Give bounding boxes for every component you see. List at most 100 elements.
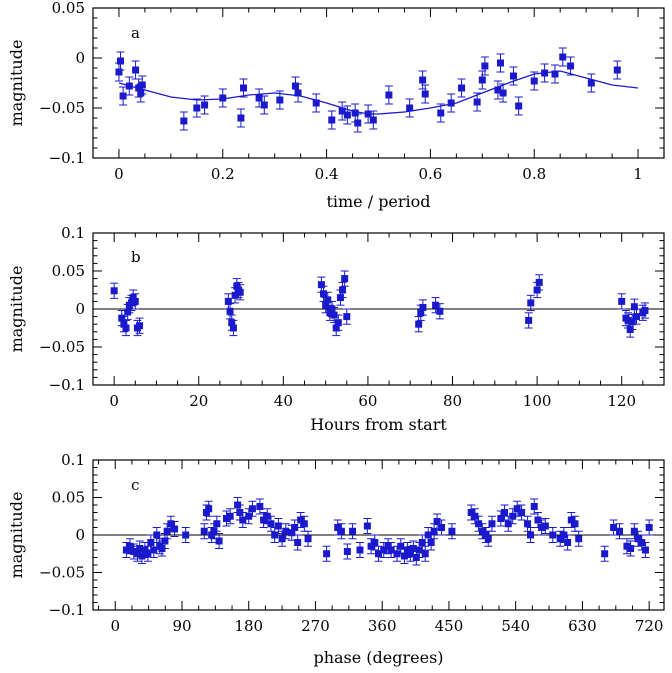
data-point xyxy=(530,503,538,510)
x-axis-label: time / period xyxy=(326,192,430,211)
panel-label: b xyxy=(131,248,141,266)
y-tick-label: 0.05 xyxy=(52,489,85,507)
data-point xyxy=(200,527,208,535)
y-tick-label: −0.05 xyxy=(39,338,85,356)
data-point xyxy=(271,531,279,539)
data-point xyxy=(556,535,564,543)
data-point xyxy=(571,520,579,528)
y-tick-label: 0.1 xyxy=(61,451,85,469)
data-point xyxy=(351,109,359,117)
data-point xyxy=(343,313,351,321)
data-point xyxy=(282,527,290,535)
data-point xyxy=(406,550,414,558)
data-point xyxy=(518,509,526,516)
data-point xyxy=(328,305,336,313)
data-point xyxy=(180,117,188,125)
data-point xyxy=(354,119,362,127)
y-tick-label: 0.05 xyxy=(52,0,85,17)
data-point xyxy=(513,505,521,513)
data-point xyxy=(623,542,631,550)
data-point xyxy=(387,546,395,554)
data-point xyxy=(364,110,372,118)
data-point xyxy=(448,527,456,535)
data-point xyxy=(497,515,505,522)
data-point xyxy=(421,550,429,558)
data-point xyxy=(438,524,446,531)
data-point xyxy=(332,324,340,332)
data-point xyxy=(509,512,517,520)
data-point xyxy=(418,539,426,546)
data-point xyxy=(504,520,512,528)
data-point xyxy=(406,104,414,112)
data-point xyxy=(138,81,146,89)
x-axis-label: Hours from start xyxy=(310,415,447,434)
data-point xyxy=(641,307,649,315)
data-point xyxy=(403,546,411,554)
data-point xyxy=(641,546,649,554)
x-tick-label: 0 xyxy=(109,392,119,410)
data-point xyxy=(260,516,268,524)
data-point xyxy=(501,509,509,516)
data-point xyxy=(509,72,517,80)
x-tick-label: 360 xyxy=(368,617,397,635)
data-point xyxy=(367,542,375,550)
data-point xyxy=(267,520,275,528)
y-axis-label: magnitude xyxy=(7,266,26,353)
data-point xyxy=(567,62,575,70)
x-axis-label: phase (degrees) xyxy=(313,648,443,667)
data-point xyxy=(527,531,535,539)
data-point xyxy=(124,308,132,316)
data-point xyxy=(551,70,559,78)
data-point xyxy=(141,546,149,554)
data-point xyxy=(317,281,325,289)
data-point xyxy=(559,53,567,61)
data-point xyxy=(118,314,126,322)
x-tick-label: 90 xyxy=(172,617,191,635)
data-point xyxy=(115,68,123,76)
data-point xyxy=(478,76,486,84)
data-point xyxy=(126,542,134,550)
data-point xyxy=(222,515,230,522)
data-point xyxy=(541,69,549,77)
data-point xyxy=(343,111,351,119)
data-point xyxy=(601,550,609,558)
data-point xyxy=(633,313,641,321)
data-point xyxy=(144,550,152,558)
panel-label: c xyxy=(131,476,139,494)
x-tick-label: 20 xyxy=(189,392,208,410)
data-point xyxy=(610,524,618,531)
data-point xyxy=(328,116,336,124)
data-point xyxy=(161,537,169,545)
data-point xyxy=(524,520,532,528)
data-point xyxy=(397,542,405,550)
x-tick-label: 120 xyxy=(607,392,636,410)
data-point xyxy=(182,531,190,539)
data-point xyxy=(215,537,223,545)
data-point xyxy=(538,524,546,531)
data-point xyxy=(138,552,146,560)
data-point xyxy=(136,322,144,330)
data-point xyxy=(129,294,137,302)
data-point xyxy=(274,522,282,530)
x-tick-label: 40 xyxy=(274,392,293,410)
data-point xyxy=(587,79,595,87)
data-point xyxy=(240,84,248,92)
data-point xyxy=(122,546,130,554)
data-point xyxy=(276,96,284,104)
data-point xyxy=(369,116,377,124)
data-point xyxy=(122,324,130,332)
x-tick-label: 0.8 xyxy=(522,165,546,183)
data-point xyxy=(494,86,502,94)
data-point xyxy=(233,282,241,290)
data-point xyxy=(535,278,543,286)
data-point xyxy=(205,505,213,513)
data-point xyxy=(371,539,379,546)
data-point xyxy=(338,107,346,115)
x-tick-label: 270 xyxy=(301,617,330,635)
data-point xyxy=(135,84,143,92)
data-point xyxy=(467,509,475,516)
data-point xyxy=(237,114,245,122)
data-point xyxy=(320,290,328,298)
data-point xyxy=(417,309,425,317)
